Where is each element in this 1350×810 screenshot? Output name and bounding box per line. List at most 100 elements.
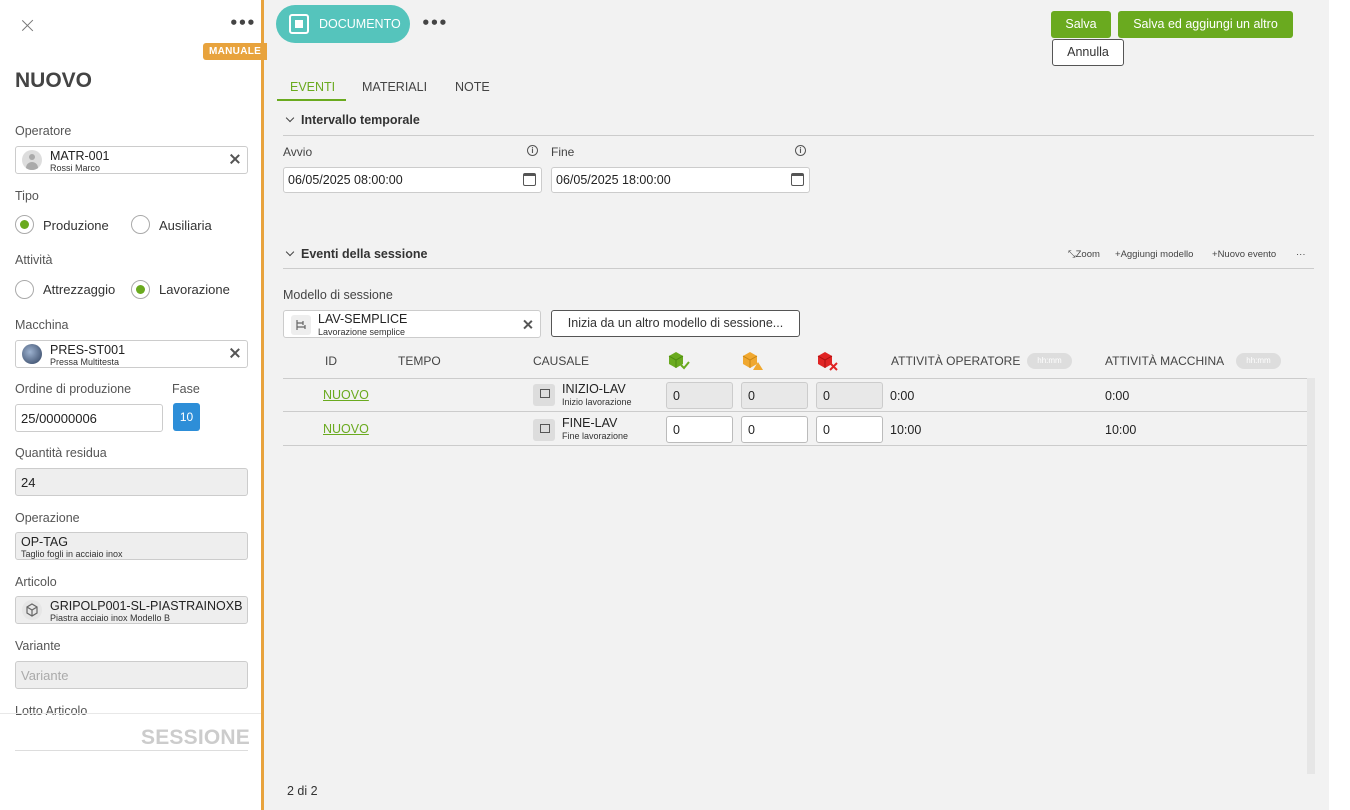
table-scrollbar[interactable]: [1307, 378, 1315, 774]
save-button[interactable]: Salva: [1051, 11, 1111, 38]
chevron-down-icon: [285, 113, 295, 123]
session-side-panel: ••• MANUALE NUOVO Operatore MATR-001 Ros…: [0, 0, 268, 810]
radio-attrezzaggio-label: Attrezzaggio: [43, 282, 116, 297]
row-causale-desc: Fine lavorazione: [562, 431, 629, 441]
avvio-label: Avvio: [283, 145, 313, 159]
fine-value: 06/05/2025 18:00:00: [556, 173, 671, 187]
fine-input[interactable]: 06/05/2025 18:00:00: [551, 167, 810, 193]
row-id-link[interactable]: NUOVO: [323, 388, 369, 402]
warning-pieces-icon: [741, 350, 765, 375]
alt-model-button[interactable]: Inizia da un altro modello di sessione..…: [551, 310, 800, 337]
good-qty-input[interactable]: 0: [666, 416, 733, 443]
fine-info-icon[interactable]: i: [795, 145, 806, 156]
session-more-icon[interactable]: ···: [1296, 249, 1306, 260]
scrap-qty-input[interactable]: 0: [816, 416, 883, 443]
row-causale-desc: Inizio lavorazione: [562, 397, 632, 407]
eventi-section-toggle[interactable]: Eventi della sessione: [285, 247, 427, 261]
model-label: Modello di sessione: [283, 288, 393, 302]
flag-icon: [533, 419, 555, 441]
calendar-icon[interactable]: [523, 173, 536, 186]
window-edge: [1329, 0, 1350, 810]
ordine-clear-icon[interactable]: [145, 412, 157, 424]
panel-topbar: •••: [0, 0, 261, 40]
articolo-desc: Piastra acciaio inox Modello B: [50, 613, 171, 623]
tab-materiali[interactable]: MATERIALI: [362, 80, 428, 94]
machine-thumbnail-icon: [22, 344, 42, 364]
operator-hhmm-badge: hh:mm: [1027, 353, 1072, 369]
add-model-action[interactable]: + Aggiungi modello: [1115, 249, 1194, 260]
good-pieces-icon: [667, 350, 691, 375]
column-causale: CAUSALE: [533, 354, 590, 368]
warn-qty-field: 0: [741, 382, 808, 409]
model-flow-icon: [291, 315, 311, 335]
document-button[interactable]: DOCUMENTO: [276, 5, 410, 43]
warn-qty-input[interactable]: 0: [741, 416, 808, 443]
radio-lavorazione[interactable]: [131, 280, 150, 299]
row-att-macchina: 10:00: [1105, 423, 1137, 437]
table-header-divider: [283, 378, 1314, 379]
intervallo-title: Intervallo temporale: [301, 113, 420, 127]
fase-value[interactable]: 10: [173, 403, 200, 431]
header-more-menu-icon[interactable]: •••: [421, 14, 448, 32]
variante-field: Variante: [15, 661, 248, 689]
section-divider: [283, 135, 1314, 136]
row-causale-code: FINE-LAV: [562, 416, 618, 430]
save-and-add-button[interactable]: Salva ed aggiungi un altro: [1118, 11, 1293, 38]
ordine-input[interactable]: 25/00000006: [15, 404, 163, 432]
radio-attrezzaggio[interactable]: [15, 280, 34, 299]
macchina-desc: Pressa Multitesta: [50, 357, 120, 367]
new-event-action[interactable]: + Nuovo evento: [1212, 249, 1277, 260]
attivita-label: Attività: [15, 253, 53, 267]
quantita-field: 24: [15, 468, 248, 496]
chevron-down-icon: [285, 247, 295, 257]
ordine-value: 25/00000006: [21, 411, 97, 426]
macchina-field[interactable]: PRES-ST001 Pressa Multitesta: [15, 340, 248, 368]
panel-more-menu-icon[interactable]: •••: [229, 14, 256, 32]
row-att-operatore: 10:00: [890, 423, 922, 437]
page-title: NUOVO: [15, 69, 93, 92]
tab-eventi[interactable]: EVENTI: [290, 80, 336, 94]
tab-note[interactable]: NOTE: [455, 80, 490, 94]
avvio-info-icon[interactable]: i: [527, 145, 538, 156]
close-icon[interactable]: [18, 16, 38, 36]
lotto-label: Lotto Articolo: [15, 704, 88, 718]
row-causale-code: INIZIO-LAV: [562, 382, 626, 396]
model-field[interactable]: LAV-SEMPLICE Lavorazione semplice: [283, 310, 541, 338]
document-button-label: DOCUMENTO: [319, 17, 401, 31]
fine-label: Fine: [551, 145, 575, 159]
session-watermark: SESSIONE: [141, 726, 250, 749]
column-id: ID: [325, 354, 337, 368]
operatore-desc: Rossi Marco: [50, 163, 101, 173]
articolo-field: GRIPOLP001-SL-PIASTRAINOXB Piastra accia…: [15, 596, 248, 624]
manual-badge: MANUALE: [203, 43, 268, 60]
intervallo-section-toggle[interactable]: Intervallo temporale: [285, 113, 420, 127]
row-att-macchina: 0:00: [1105, 389, 1130, 403]
panel-divider: [0, 713, 261, 714]
avvio-input[interactable]: 06/05/2025 08:00:00: [283, 167, 542, 193]
row-id-link[interactable]: NUOVO: [323, 422, 369, 436]
avvio-value: 06/05/2025 08:00:00: [288, 173, 403, 187]
column-attivita-macchina: ATTIVITÀ MACCHINA: [1105, 354, 1225, 368]
quantita-label: Quantità residua: [15, 446, 107, 460]
macchina-clear-icon[interactable]: [229, 347, 241, 359]
radio-produzione[interactable]: [15, 215, 34, 234]
operatore-clear-icon[interactable]: [229, 153, 241, 165]
ordine-label: Ordine di produzione: [15, 382, 132, 396]
operazione-label: Operazione: [15, 511, 80, 525]
flag-icon: [533, 384, 555, 406]
calendar-icon[interactable]: [791, 173, 804, 186]
macchina-code: PRES-ST001: [50, 343, 126, 357]
tipo-label: Tipo: [15, 189, 39, 203]
row-divider: [283, 411, 1314, 412]
column-attivita-operatore: ATTIVITÀ OPERATORE: [891, 354, 1021, 368]
articolo-code: GRIPOLP001-SL-PIASTRAINOXB: [50, 599, 243, 613]
zoom-action[interactable]: ⤡ Zoom: [1068, 249, 1100, 260]
pagination: 2 di 2: [287, 784, 318, 798]
cancel-button[interactable]: Annulla: [1052, 39, 1124, 66]
radio-ausiliaria[interactable]: [131, 215, 150, 234]
model-code: LAV-SEMPLICE: [318, 312, 408, 326]
operatore-label: Operatore: [15, 124, 72, 138]
operatore-field[interactable]: MATR-001 Rossi Marco: [15, 146, 248, 174]
model-clear-icon[interactable]: [522, 319, 533, 330]
operazione-field: OP-TAG Taglio fogli in acciaio inox: [15, 532, 248, 560]
